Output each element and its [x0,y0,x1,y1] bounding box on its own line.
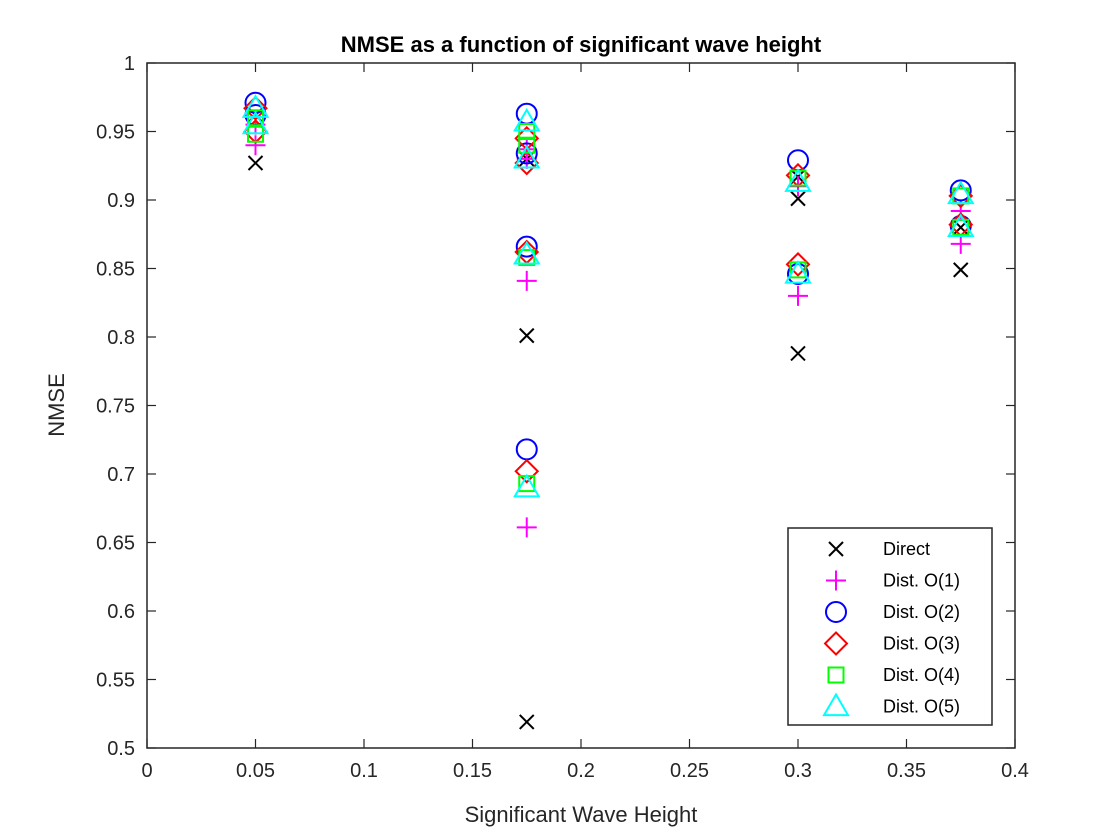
x-tick-label: 0.4 [1001,760,1029,782]
legend-box [787,527,993,726]
y-tick-label: 0.95 [96,122,135,144]
data-point [515,235,538,258]
x-tick-label: 0.3 [784,760,812,782]
data-point [247,155,264,171]
data-point [947,213,975,238]
data-point [947,180,975,205]
data-point [516,517,537,538]
data-point [790,190,806,207]
data-point [516,270,537,291]
y-tick-label: 0.6 [107,601,135,623]
data-point [787,262,809,285]
data-point [513,107,541,132]
data-points [241,91,975,730]
data-point [241,110,270,135]
legend-marker [825,601,847,623]
data-point [513,240,541,265]
series-6 [241,94,975,498]
y-axis-label: NMSE [44,373,69,437]
data-point [241,94,270,118]
legend: Direct Dist. O(1) Dist. O(2) Dist. O(3) Dist… [787,527,993,726]
y-tick-label: 0.9 [107,190,135,212]
data-point [790,345,806,362]
chart-title: NMSE as a function of significant wave h… [341,32,822,57]
data-point [514,458,540,484]
x-tick-label: 0.25 [670,760,709,782]
legend-label: Dist. O(4) [883,665,960,685]
y-tick-label: 0.75 [96,396,135,418]
data-point [784,259,812,284]
series-2 [245,114,971,538]
data-point [513,473,541,498]
legend-label: Dist. O(2) [883,602,960,622]
data-point [788,285,808,306]
y-tick-label: 0.65 [96,533,135,555]
legend-label: Direct [883,539,930,559]
legend-label: Dist. O(5) [883,697,960,717]
data-point [519,714,535,730]
legend-marker [827,666,845,684]
data-point [519,327,535,344]
legend-label: Dist. O(3) [883,634,960,654]
x-tick-label: 0 [141,760,152,782]
legend-marker [823,631,849,656]
legend-marker [826,570,846,591]
data-point [953,262,969,278]
x-tick-label: 0.35 [887,760,926,782]
x-axis-label: Significant Wave Height [465,802,698,827]
legend-marker [822,692,850,717]
x-tick-label: 0.05 [236,760,275,782]
data-point [245,135,266,156]
data-point [784,168,812,192]
x-tick-label: 0.1 [350,760,378,782]
axis-ticks: 0 0.05 0.1 0.15 0.2 0.25 0.3 0.35 0.4 0.5 0.55 0.6 0… [96,53,1029,782]
y-tick-label: 0.7 [107,464,135,486]
legend-label: Dist. O(1) [883,571,960,591]
data-point [515,142,538,165]
legend-marker [828,541,844,557]
data-point [950,233,971,254]
y-tick-label: 0.85 [96,259,135,281]
data-point [518,136,536,154]
data-point [513,144,541,169]
y-tick-label: 0.5 [107,738,135,760]
axes-box [146,62,1016,749]
y-tick-label: 1 [124,53,135,75]
y-tick-label: 0.55 [96,670,135,692]
x-tick-label: 0.15 [453,760,492,782]
x-tick-label: 0.2 [567,760,595,782]
y-tick-label: 0.8 [107,327,135,349]
data-point [949,179,972,202]
data-point [785,251,811,277]
